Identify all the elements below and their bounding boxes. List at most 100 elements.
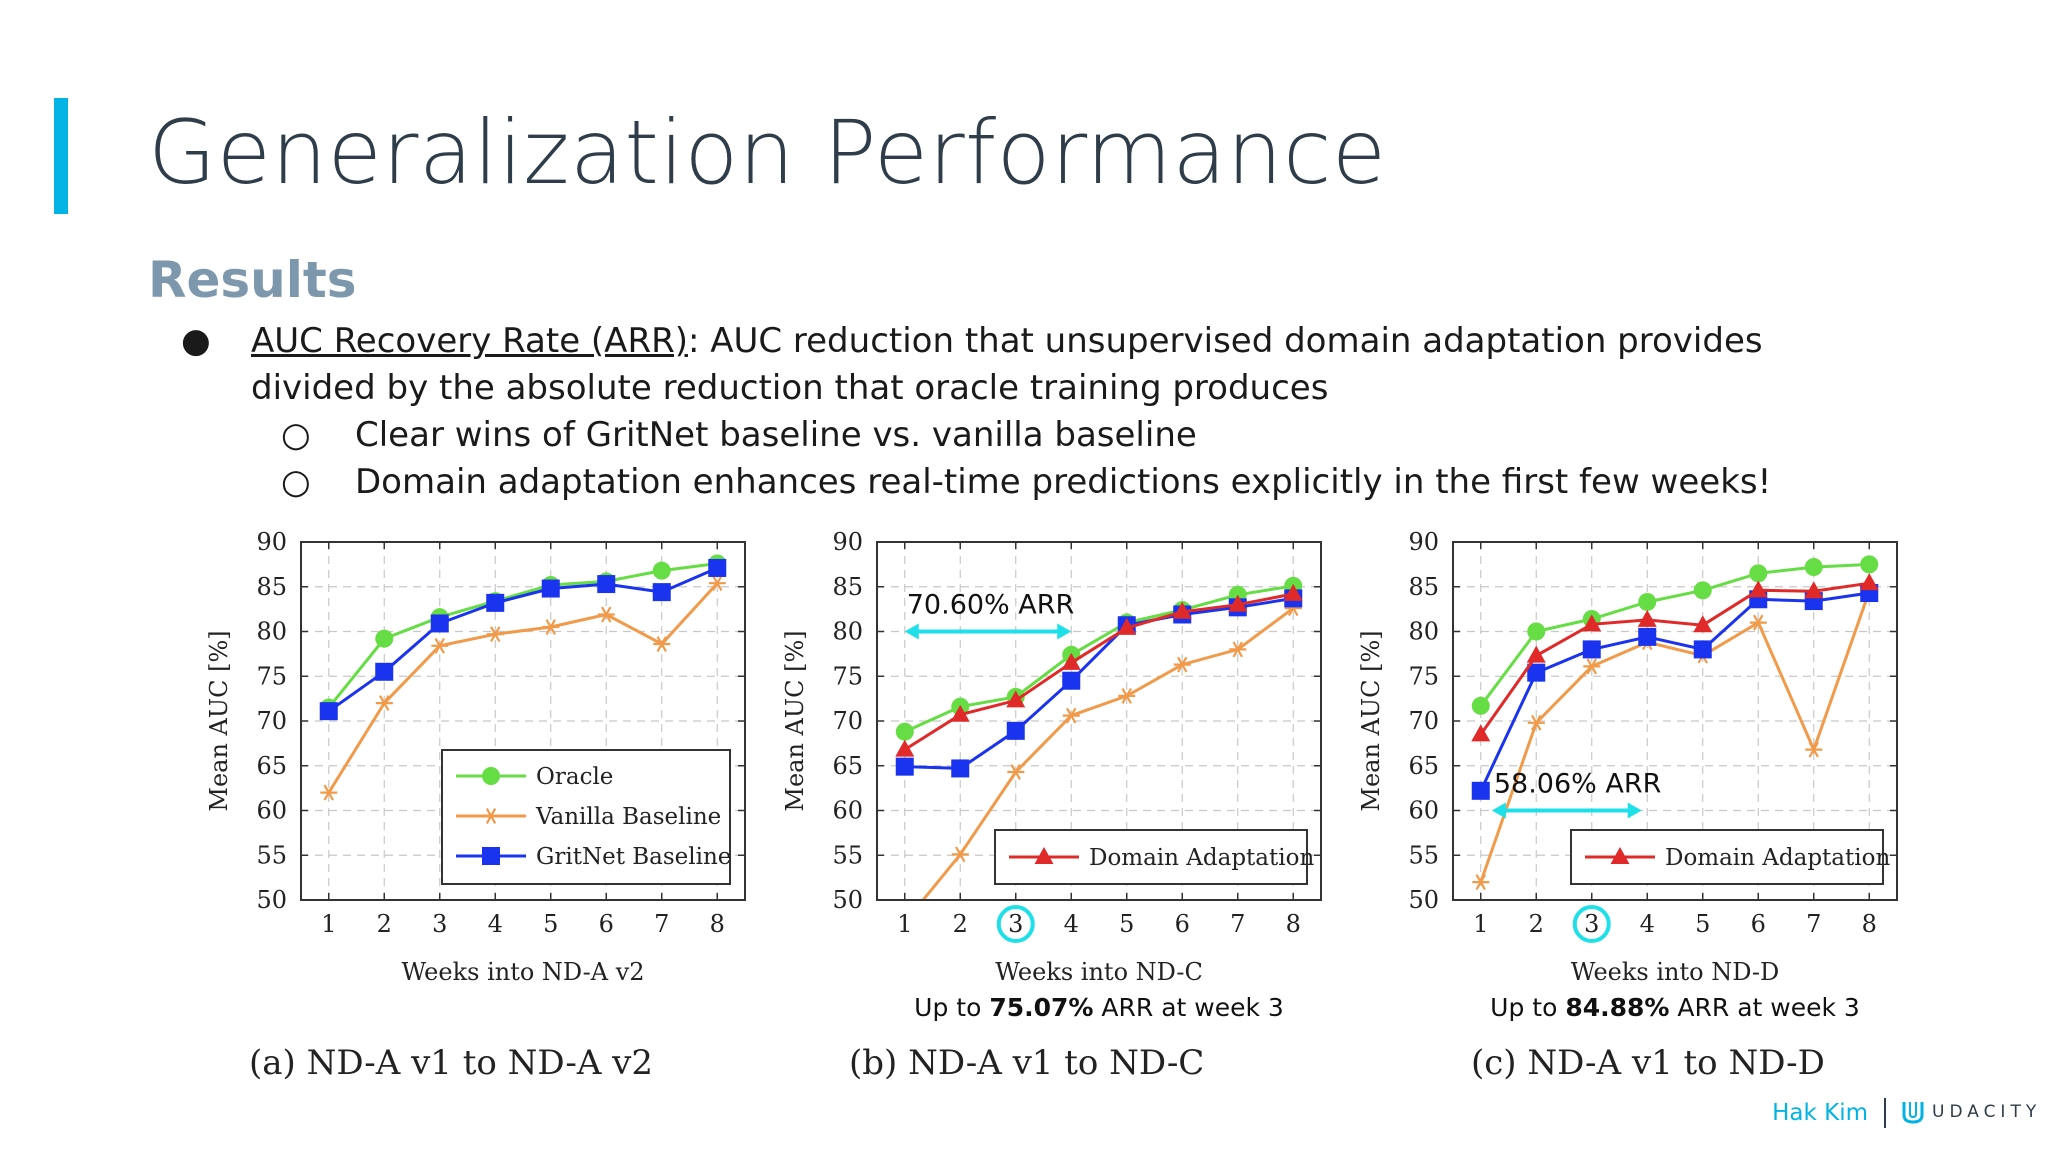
data-point [1804, 558, 1823, 577]
data-point [895, 757, 914, 776]
data-point [1583, 658, 1601, 675]
legend-label: GritNet Baseline [536, 844, 731, 870]
series-line [327, 582, 719, 794]
arr-arrowhead-left [1491, 802, 1506, 819]
arr-arrowhead-left [904, 623, 919, 640]
legend-marker [482, 847, 500, 865]
data-point [1693, 581, 1712, 600]
sub-bullet-text: Clear wins of GritNet baseline vs. vanil… [355, 415, 1197, 455]
legend-label: Domain Adaptation [1089, 845, 1314, 871]
x-tick-label: 1 [321, 910, 336, 938]
y-axis-label: Mean AUC [%] [205, 630, 233, 811]
footer-author: Hak Kim [1772, 1100, 1868, 1126]
data-point [486, 593, 505, 612]
x-tick-label: 6 [1751, 910, 1766, 938]
udacity-logo-text: UDACITY [1932, 1102, 2042, 1122]
arr-arrowhead-right [1057, 623, 1072, 640]
arr-arrowhead-right [1627, 802, 1642, 819]
data-point [1638, 592, 1657, 611]
data-point [1693, 640, 1712, 659]
chart-b: 50 55 60 65 70 75 80 85 90 1 2 3 4 5 6 7 8 Weeks into ND-… [781, 528, 1322, 1083]
x-tick-label: 2 [953, 910, 968, 938]
x-tick-label: 8 [1862, 910, 1877, 938]
data-point [1472, 874, 1490, 891]
chart-note-prefix: Up to [914, 993, 989, 1022]
y-tick-label: 90 [832, 528, 863, 556]
data-point [652, 561, 671, 580]
data-point [319, 702, 338, 721]
chart-caption: (a) ND-A v1 to ND-A v2 [249, 1043, 653, 1083]
data-point [1117, 617, 1137, 635]
y-tick-label: 75 [1408, 662, 1439, 690]
arr-annotation: 58.06% ARR [1491, 769, 1661, 819]
data-point [1471, 781, 1490, 800]
chart-note: Up to 75.07% ARR at week 3 [914, 993, 1284, 1022]
y-axis-label: Mean AUC [%] [1357, 630, 1385, 811]
data-point [1527, 622, 1546, 641]
x-tick-label: 1 [1473, 910, 1488, 938]
data-point [541, 579, 560, 598]
x-tick-label: 5 [1695, 910, 1710, 938]
legend: Oracle Vanilla Baseline GritNet Baseline [441, 749, 731, 885]
udacity-logo-icon [1902, 1102, 1924, 1124]
data-point [1859, 573, 1879, 591]
udacity-logo: UDACITY [1902, 1100, 2041, 1124]
data-point [375, 629, 394, 648]
y-tick-label: 70 [256, 707, 287, 735]
data-point [708, 575, 726, 592]
highlight-week-circle [1572, 905, 1611, 943]
bullet-ring-icon: ○ [281, 415, 311, 455]
sub-bullet-text: Domain adaptation enhances real-time pre… [355, 462, 1772, 502]
sub-bullet-gritnet: ○ Clear wins of GritNet baseline vs. van… [175, 412, 1895, 459]
data-point [1748, 580, 1768, 598]
y-tick-label: 80 [832, 618, 863, 646]
x-tick-label: 8 [710, 910, 725, 938]
accent-bar [54, 98, 68, 214]
bullet-arr-definition: ● AUC Recovery Rate (ARR): AUC reduction… [175, 318, 1895, 412]
x-tick-label: 7 [1806, 910, 1821, 938]
y-tick-label: 85 [832, 573, 863, 601]
x-axis-label: Weeks into ND-D [1571, 958, 1780, 986]
y-tick-label: 50 [256, 886, 287, 914]
series-line [327, 566, 718, 713]
chart-note: Up to 84.88% ARR at week 3 [1490, 993, 1860, 1022]
data-point [1283, 583, 1303, 601]
data-point [375, 695, 393, 712]
x-tick-label: 6 [1175, 910, 1190, 938]
y-tick-label: 50 [1408, 886, 1439, 914]
x-tick-label: 6 [599, 910, 614, 938]
chart-note-value: 84.88% [1565, 993, 1669, 1022]
footer-divider [1884, 1098, 1886, 1128]
y-tick-label: 50 [832, 886, 863, 914]
bullet-dot-icon: ● [181, 321, 211, 361]
data-point [1749, 564, 1768, 583]
data-point [375, 662, 394, 681]
legend-label: Domain Adaptation [1665, 845, 1890, 871]
chart-note-suffix: ARR at week 3 [1093, 993, 1283, 1022]
y-tick-label: 65 [832, 752, 863, 780]
data-point [597, 606, 615, 623]
series-line [904, 584, 1294, 734]
x-tick-label: 1 [897, 910, 912, 938]
data-point [1172, 601, 1192, 619]
data-point [1118, 688, 1136, 704]
legend: Domain Adaptation [1570, 829, 1890, 885]
series-line [1479, 562, 1870, 707]
data-point [1527, 714, 1545, 731]
section-subtitle: Results [148, 251, 357, 309]
data-point [486, 626, 504, 643]
y-tick-label: 75 [832, 662, 863, 690]
arr-label: 70.60% ARR [907, 590, 1075, 621]
chart-caption: (b) ND-A v1 to ND-C [849, 1043, 1204, 1083]
data-point [431, 637, 449, 654]
data-point [1229, 641, 1247, 658]
chart-note-value: 75.07% [989, 993, 1093, 1022]
legend-label: Oracle [536, 764, 613, 790]
legend: Domain Adaptation [994, 829, 1314, 885]
plot-frame [1452, 541, 1898, 901]
data-point [1637, 609, 1657, 627]
data-point [1749, 614, 1767, 631]
data-point [1006, 690, 1026, 708]
chart-a: 50 55 60 65 70 75 80 85 90 1 2 3 4 5 6 7 8 Weeks into ND-… [205, 528, 746, 1083]
x-tick-label: 7 [654, 910, 669, 938]
